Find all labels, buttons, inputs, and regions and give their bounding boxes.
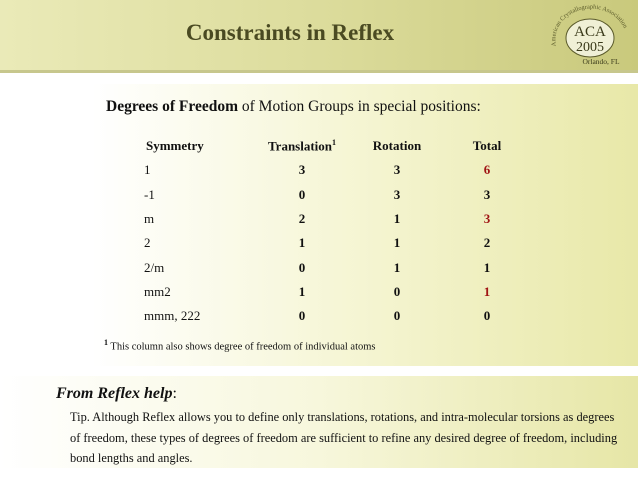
cell-translation: 1 — [298, 235, 306, 251]
header-bar — [0, 0, 638, 73]
cell-total: 0 — [483, 308, 491, 324]
cell-total: 6 — [483, 162, 491, 178]
cell-symmetry: m — [144, 211, 155, 227]
cell-rotation: 3 — [393, 162, 401, 178]
cell-translation: 2 — [298, 211, 306, 227]
table-row: -1 0 3 3 — [134, 183, 532, 207]
cell-rotation: 1 — [393, 235, 401, 251]
table-header-row: Symmetry Translation1 Rotation Total — [134, 134, 532, 158]
heading-bold: Degrees of Freedom — [106, 98, 238, 115]
cell-symmetry: -1 — [144, 186, 155, 202]
table-panel — [92, 84, 638, 366]
cell-translation: 0 — [298, 259, 306, 275]
table-body: 1 3 3 6 -1 0 3 3 m 2 1 3 2 1 1 2 2/m 0 1 1 mm2 1 0 1 mmm, 222 0 0 0 — [134, 158, 532, 328]
table-row: m 2 1 3 — [134, 207, 532, 231]
table-row: 2/m 0 1 1 — [134, 255, 532, 279]
cell-rotation: 0 — [393, 283, 401, 299]
footnote: 1 This column also shows degree of freed… — [104, 338, 376, 353]
help-label-colon: : — [172, 385, 177, 402]
cell-symmetry: 1 — [144, 162, 151, 178]
header-symmetry: Symmetry — [146, 138, 204, 154]
cell-translation: 3 — [298, 162, 306, 178]
header-rotation: Rotation — [372, 138, 422, 154]
cell-translation: 0 — [298, 308, 306, 324]
table-row: 2 1 1 2 — [134, 231, 532, 255]
help-tip-text: Tip. Although Reflex allows you to defin… — [70, 410, 618, 465]
cell-rotation: 3 — [393, 186, 401, 202]
aca-2005-logo: American Crystallographic Association AC… — [550, 4, 629, 66]
cell-rotation: 1 — [393, 211, 401, 227]
logo-aca-text: ACA — [574, 24, 606, 40]
slide-title: Constraints in Reflex — [185, 20, 395, 45]
cell-symmetry: 2/m — [144, 259, 165, 275]
header-translation: Translation1 — [252, 134, 352, 158]
cell-total: 3 — [483, 186, 491, 202]
header-translation-label: Translation — [267, 138, 333, 154]
cell-rotation: 1 — [393, 259, 401, 275]
cell-symmetry: mmm, 222 — [144, 308, 201, 324]
cell-total: 2 — [483, 235, 491, 251]
table-row: 1 3 3 6 — [134, 158, 532, 182]
cell-translation: 1 — [298, 283, 306, 299]
panel-heading: Degrees of Freedom of Motion Groups in s… — [106, 98, 481, 116]
footnote-mark: 1 — [104, 338, 108, 347]
footnote-text: This column also shows degree of freedom… — [108, 341, 376, 353]
help-panel — [0, 376, 638, 468]
header-translation-sup: 1 — [332, 137, 337, 147]
cell-rotation: 0 — [393, 308, 401, 324]
logo-year-text: 2005 — [576, 40, 604, 55]
heading-rest: of Motion Groups in special positions: — [238, 98, 481, 115]
cell-total: 1 — [483, 259, 491, 275]
header-total: Total — [472, 138, 502, 154]
cell-total: 1 — [483, 283, 491, 299]
help-label-text: From Reflex help — [56, 385, 173, 402]
cell-total: 3 — [483, 211, 491, 227]
table-row: mmm, 222 0 0 0 — [134, 304, 532, 328]
cell-translation: 0 — [298, 186, 306, 202]
help-label: From Reflex help: — [56, 385, 177, 403]
cell-symmetry: mm2 — [144, 283, 171, 299]
table-row: mm2 1 0 1 — [134, 280, 532, 304]
cell-symmetry: 2 — [144, 235, 151, 251]
logo-location-text: Orlando, FL — [582, 57, 619, 66]
